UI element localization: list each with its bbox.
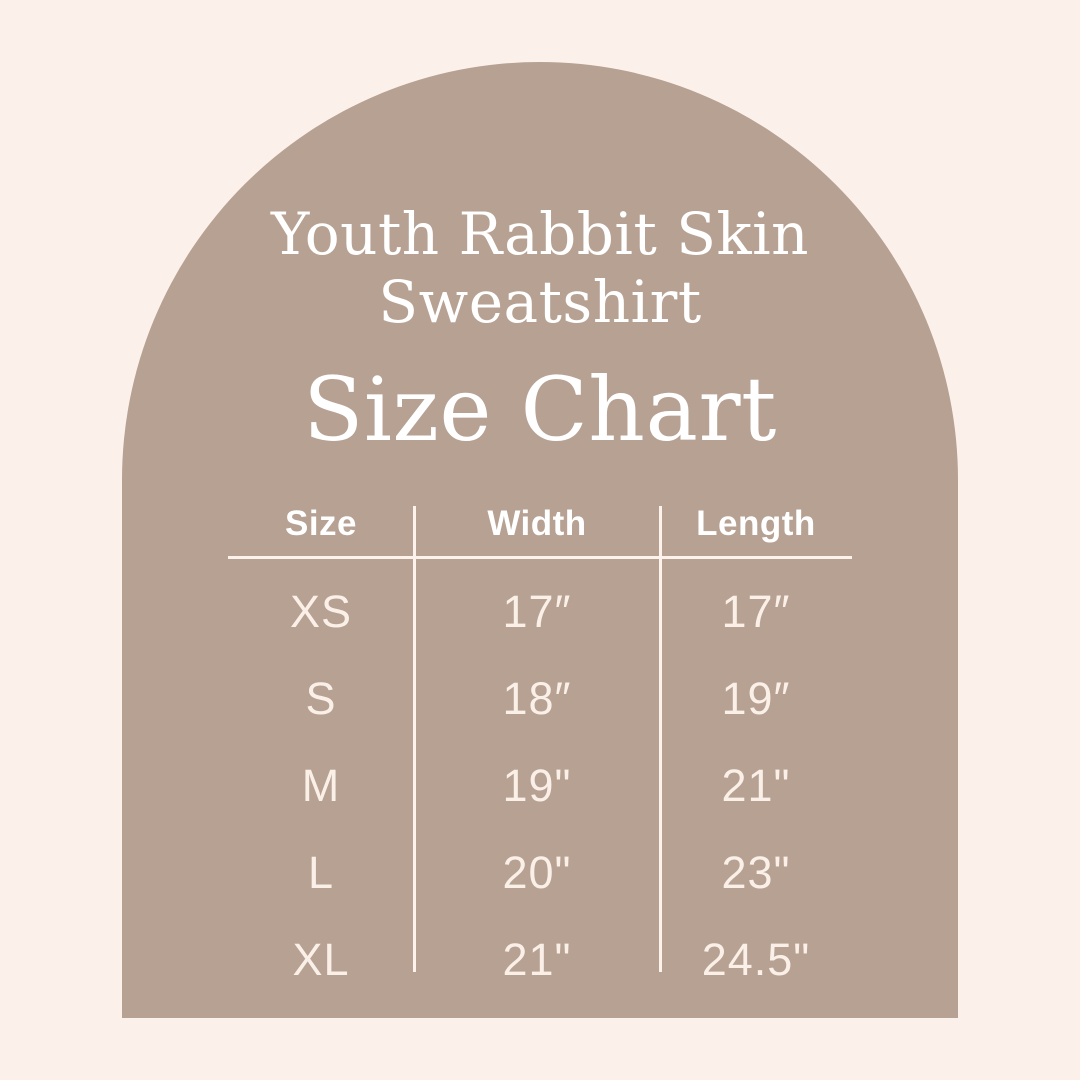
table-row: L 20" 23" <box>228 843 852 903</box>
column-header-width-label: Width <box>487 504 587 543</box>
cell-size: M <box>301 760 341 811</box>
product-title-line-1: Youth Rabbit Skin <box>270 200 810 268</box>
column-header-size-label: Size <box>284 504 358 543</box>
cell-length: 23" <box>721 847 791 898</box>
page-title: Size Chart <box>122 362 958 458</box>
cell-width: 18″ <box>502 673 572 724</box>
column-divider-2 <box>659 506 662 972</box>
cell-length: 17″ <box>721 586 791 637</box>
cell-width: 20" <box>502 847 572 898</box>
cell-size: S <box>305 673 337 724</box>
cell-size: XL <box>292 934 350 985</box>
cell-width: 17″ <box>502 586 572 637</box>
column-header-length: Length <box>660 494 852 554</box>
cell-width: 21" <box>502 934 572 985</box>
column-header-length-label: Length <box>696 504 816 543</box>
table-row: XS 17″ 17″ <box>228 582 852 642</box>
cell-size: XS <box>289 586 353 637</box>
cell-width: 19" <box>502 760 572 811</box>
size-chart-heading: Size Chart <box>303 358 777 461</box>
column-header-size: Size <box>228 494 414 554</box>
cell-length: 24.5" <box>701 934 811 985</box>
table-header-row: Size Width Length <box>228 494 852 554</box>
arch-background-shape <box>122 62 958 1018</box>
cell-length: 19″ <box>721 673 791 724</box>
cell-size: L <box>307 847 335 898</box>
cell-length: 21" <box>721 760 791 811</box>
table-row: M 19" 21" <box>228 756 852 816</box>
column-divider-1 <box>413 506 416 972</box>
header-divider-line <box>228 556 852 559</box>
column-header-width: Width <box>414 494 660 554</box>
table-row: XL 21" 24.5" <box>228 930 852 990</box>
product-title: Youth Rabbit Skin Sweatshirt <box>122 200 958 336</box>
size-chart-table: Size Width Length XS 17″ 17″ S 18″ 19″ M… <box>228 494 852 986</box>
table-row: S 18″ 19″ <box>228 669 852 729</box>
product-title-line-2: Sweatshirt <box>378 268 702 336</box>
